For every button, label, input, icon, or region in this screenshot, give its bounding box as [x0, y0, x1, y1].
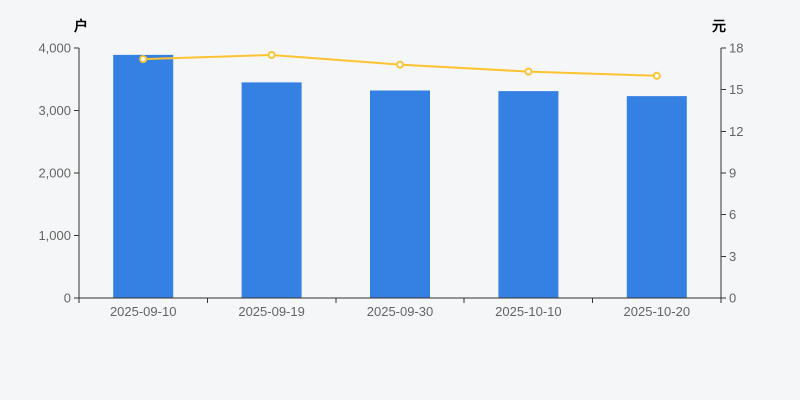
right-axis-tick-label: 6 — [729, 207, 736, 222]
line-point[interactable] — [396, 60, 404, 69]
right-axis-tick-label: 9 — [729, 166, 736, 181]
line-point[interactable] — [267, 50, 276, 59]
right-axis-tick-label: 18 — [729, 41, 743, 56]
bar[interactable] — [498, 91, 559, 298]
line-point[interactable] — [139, 55, 148, 64]
x-axis-tick-label: 2025-10-20 — [624, 304, 691, 319]
right-axis-tick-label: 0 — [729, 291, 736, 306]
left-axis-tick-label: 4,000 — [38, 41, 71, 56]
left-axis-tick-label: 2,000 — [38, 166, 71, 181]
right-axis-unit-label: 元 — [712, 18, 726, 34]
bar[interactable] — [113, 54, 174, 298]
x-axis-tick-label: 2025-09-19 — [238, 304, 305, 319]
x-axis-tick-label: 2025-09-10 — [110, 304, 177, 319]
x-axis-tick-label: 2025-09-30 — [367, 304, 434, 319]
line-point[interactable] — [524, 67, 533, 76]
bar[interactable] — [370, 90, 430, 299]
right-axis-tick-label: 3 — [729, 249, 736, 264]
line-point[interactable] — [652, 71, 661, 80]
bar[interactable] — [626, 96, 687, 298]
right-axis-tick-label: 12 — [729, 124, 743, 139]
left-axis-tick-label: 3,000 — [38, 103, 71, 118]
left-axis-tick-label: 1,000 — [38, 228, 71, 243]
bar[interactable] — [241, 82, 302, 298]
left-axis-unit-label: 户 — [74, 18, 88, 34]
right-axis-tick-label: 15 — [729, 82, 743, 97]
x-axis-tick-label: 2025-10-10 — [495, 304, 562, 319]
left-axis-tick-label: 0 — [64, 291, 71, 306]
